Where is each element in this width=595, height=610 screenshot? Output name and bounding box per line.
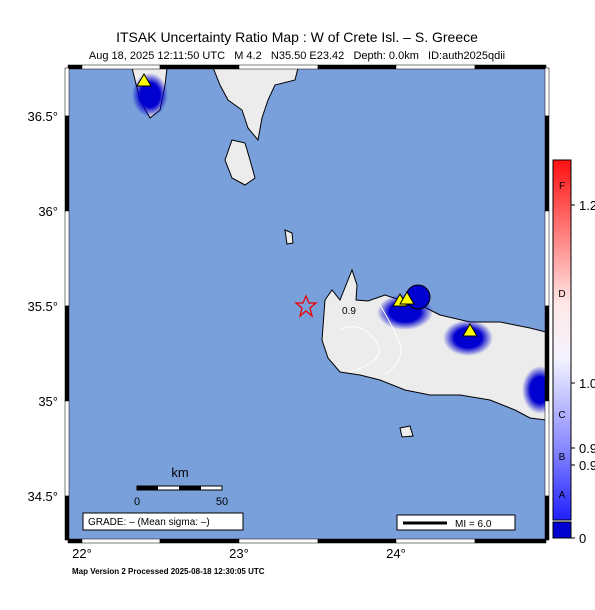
- scale-label: 0: [134, 496, 140, 508]
- lon-label: 24°: [386, 546, 406, 561]
- lat-label: 36.5°: [27, 109, 58, 124]
- station: [462, 323, 478, 337]
- grade-box: [82, 512, 244, 531]
- frame-segment: [544, 495, 550, 541]
- frame-segment: [159, 538, 240, 544]
- antikythera: [284, 229, 294, 245]
- frame-segment: [544, 400, 550, 497]
- low-ratio-area: [522, 366, 546, 414]
- station: [399, 291, 415, 305]
- frame-segment: [238, 64, 319, 70]
- footer: Map Version 2 Processed 2025-08-18 12:30…: [72, 567, 265, 576]
- grade-letter: A: [559, 490, 566, 501]
- frame-segment: [544, 210, 550, 307]
- lon-label: 23°: [229, 546, 249, 561]
- frame-segment: [67, 64, 83, 70]
- frame-segment: [395, 538, 476, 544]
- sea: [68, 68, 546, 540]
- epicenter: [294, 294, 318, 318]
- frame-segment: [474, 538, 547, 544]
- frame-segment: [64, 67, 70, 117]
- peloponnese-east: [212, 68, 299, 142]
- low-ratio-area: [132, 73, 168, 117]
- colorbar-value: 0.9: [579, 458, 595, 473]
- contour: [339, 304, 402, 376]
- colorbar-value: 1.0: [579, 376, 595, 391]
- frame-segment: [64, 400, 70, 497]
- frame-segment: [544, 305, 550, 402]
- frame-segment: [544, 67, 550, 117]
- station: [136, 73, 152, 87]
- frame-segment: [64, 495, 70, 541]
- colorbar: [552, 159, 572, 521]
- grade-letter: B: [559, 452, 566, 463]
- lon-label: 22°: [72, 546, 92, 561]
- frame-segment: [544, 115, 550, 212]
- frame-segment: [474, 64, 547, 70]
- title: ITSAK Uncertainty Ratio Map : W of Crete…: [116, 29, 478, 45]
- lat-label: 36°: [38, 204, 58, 219]
- contour-label: 0.9: [342, 306, 356, 317]
- frame-segment: [64, 115, 70, 212]
- frame-segment: [64, 305, 70, 402]
- scale-bar: [137, 486, 158, 490]
- frame-segment: [317, 64, 397, 70]
- mi-label: MI = 6.0: [455, 519, 492, 530]
- kythira: [224, 139, 256, 186]
- map: 0.9: [68, 68, 546, 540]
- grade-letter: C: [558, 410, 565, 421]
- frame-segment: [81, 64, 161, 70]
- axis-labels: 36.5° 36° 35.5° 35° 34.5° 22° 23° 24°: [27, 109, 405, 561]
- frame-segment: [395, 64, 476, 70]
- colorbar-value: 1.2: [579, 198, 595, 213]
- colorbar-floor: [552, 521, 572, 539]
- frame-ticks: [64, 64, 550, 544]
- subtitle: Aug 18, 2025 12:11:50 UTC M 4.2 N35.50 E…: [89, 50, 505, 62]
- lat-label: 34.5°: [27, 489, 58, 504]
- grade-letter: F: [559, 181, 565, 192]
- colorbar-labels: F D C B A 1.2 1.0 0.9 0.9 0: [558, 181, 595, 546]
- scale-bar: [179, 486, 201, 490]
- grade: GRADE: – (Mean sigma: –): [88, 517, 210, 528]
- scale-unit: km: [171, 465, 188, 480]
- frame-segment: [317, 538, 397, 544]
- lat-label: 35°: [38, 394, 58, 409]
- frame-segment: [81, 538, 161, 544]
- colorbar-value: 0.9: [579, 441, 595, 456]
- low-ratio-area: [443, 320, 493, 356]
- lat-label: 35.5°: [27, 299, 58, 314]
- frame-segment: [238, 538, 319, 544]
- scale-label: 50: [216, 496, 228, 508]
- gavdos: [399, 425, 414, 438]
- frame-segment: [67, 538, 83, 544]
- mi-box: [396, 514, 516, 531]
- grade-letter: D: [558, 289, 565, 300]
- frame-segment: [159, 64, 240, 70]
- colorbar-value: 0: [579, 531, 586, 546]
- frame-segment: [64, 210, 70, 307]
